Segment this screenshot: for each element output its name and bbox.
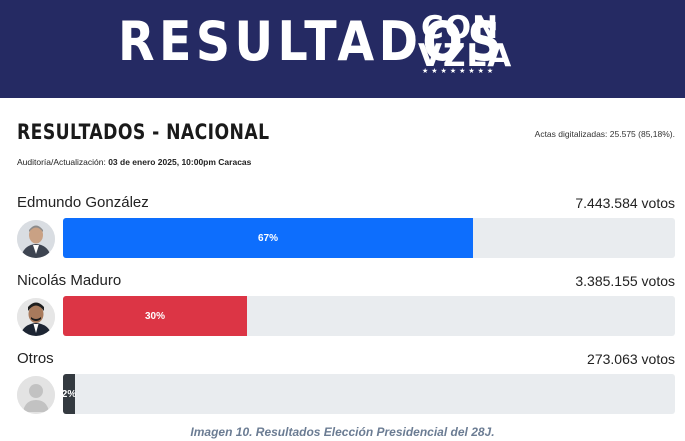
percent-label-otros: 2% <box>63 388 77 400</box>
banner-title: RESULTADOS <box>118 10 506 73</box>
progress-bar-gonzalez: 67% <box>63 218 675 258</box>
candidate-name-maduro: Nicolás Maduro <box>17 272 122 289</box>
candidate-votes-gonzalez: 7.443.584 votos <box>575 195 675 211</box>
convzla-logo: CON VZLA ★★★★★★★★ <box>418 12 514 76</box>
progress-bar-otros: 2% <box>63 374 675 414</box>
progress-bar-maduro: 30% <box>63 296 675 336</box>
candidate-votes-otros: 273.063 votos <box>587 351 675 367</box>
candidate-photo-maduro <box>17 298 55 336</box>
candidate-photo-gonzalez <box>17 220 55 258</box>
candidate-name-gonzalez: Edmundo González <box>17 194 149 211</box>
default-avatar-icon <box>17 376 55 414</box>
progress-fill-gonzalez: 67% <box>63 218 473 258</box>
logo-text-vzla: VZLA <box>418 38 513 74</box>
percent-label-maduro: 30% <box>144 310 165 322</box>
image-caption: Imagen 10. Resultados Elección Presidenc… <box>190 425 495 439</box>
section-title: RESULTADOS - NACIONAL <box>17 120 270 144</box>
logo-stars-icon: ★★★★★★★★ <box>422 68 497 75</box>
actas-digitalizadas: Actas digitalizadas: 25.575 (85,18%). <box>534 129 675 139</box>
audit-label: Auditoría/Actualización: <box>17 157 106 167</box>
percent-label-gonzalez: 67% <box>257 232 278 244</box>
audit-value: 03 de enero 2025, 10:00pm Caracas <box>108 157 252 167</box>
progress-fill-otros: 2% <box>63 374 77 414</box>
audit-update-line: Auditoría/Actualización: 03 de enero 202… <box>17 157 251 167</box>
candidate-votes-maduro: 3.385.155 votos <box>575 273 675 289</box>
candidate-name-otros: Otros <box>17 350 54 367</box>
progress-fill-maduro: 30% <box>63 296 247 336</box>
header-banner: RESULTADOS CON VZLA ★★★★★★★★ <box>0 0 685 98</box>
logo-text-con: CON <box>421 10 500 46</box>
